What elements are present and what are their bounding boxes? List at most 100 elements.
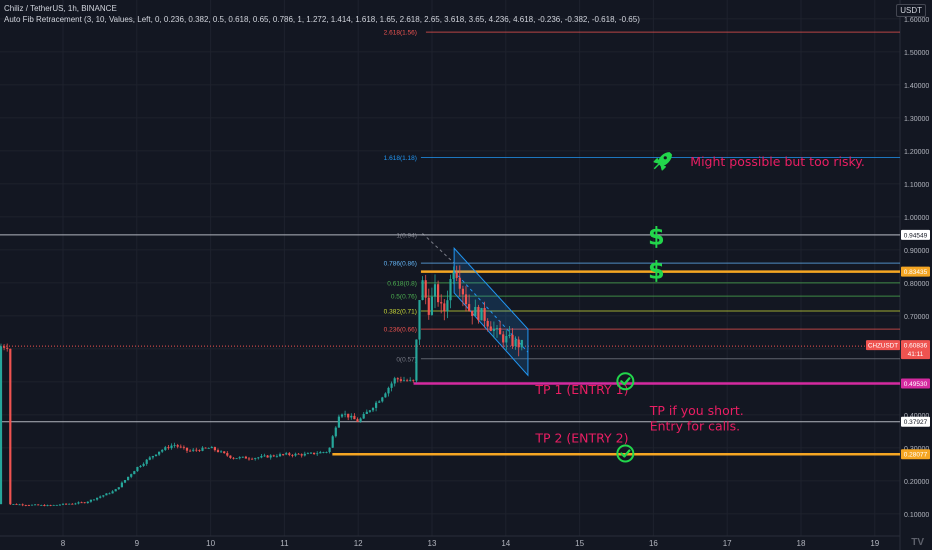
candle-body bbox=[6, 347, 9, 349]
candle-body bbox=[406, 380, 409, 382]
candle-body bbox=[133, 471, 136, 475]
candle-body bbox=[251, 458, 254, 460]
candle-body bbox=[368, 410, 371, 412]
candle-body bbox=[158, 451, 161, 455]
current-price-box bbox=[901, 340, 930, 360]
currency-label[interactable]: USDT bbox=[896, 4, 926, 17]
fib-level-label: 0.382(0.71) bbox=[384, 308, 417, 315]
candle-body bbox=[92, 499, 96, 501]
candle-body bbox=[58, 504, 61, 506]
candle-body bbox=[415, 339, 418, 381]
candle-body bbox=[288, 453, 291, 455]
candle-body bbox=[123, 480, 127, 483]
y-tick-label: 0.70000 bbox=[904, 314, 929, 321]
candle-body bbox=[89, 499, 92, 502]
candle-body bbox=[254, 458, 257, 460]
candle-body bbox=[154, 454, 158, 457]
candle-body bbox=[229, 455, 232, 458]
y-tick-label: 0.20000 bbox=[904, 479, 929, 486]
candle-body bbox=[167, 447, 170, 449]
candle-body bbox=[220, 451, 223, 453]
candle-body bbox=[3, 346, 6, 348]
candle-body bbox=[340, 414, 344, 417]
candle-body bbox=[238, 457, 241, 459]
candle-body bbox=[127, 476, 130, 481]
fib-level-label: 0(0.57) bbox=[396, 356, 417, 363]
candle-body bbox=[449, 279, 452, 301]
candle-body bbox=[207, 448, 210, 449]
candle-body bbox=[15, 504, 18, 505]
x-tick-label: 17 bbox=[723, 539, 732, 548]
candle-body bbox=[362, 413, 365, 419]
candle-body bbox=[322, 452, 325, 453]
y-tick-label: 1.20000 bbox=[904, 149, 929, 156]
rocket-icon bbox=[653, 152, 672, 171]
candle-body bbox=[117, 487, 120, 490]
symbol-title[interactable]: Chiliz / TetherUS, 1h, BINANCE bbox=[4, 4, 117, 13]
y-tick-label: 1.60000 bbox=[904, 17, 929, 24]
x-tick-label: 15 bbox=[575, 539, 584, 548]
candle-body bbox=[306, 453, 309, 455]
candle-body bbox=[232, 457, 235, 459]
price-label-text: 0.37927 bbox=[904, 419, 928, 426]
candle-body bbox=[223, 451, 226, 454]
candle-body bbox=[347, 413, 350, 418]
price-label-box bbox=[901, 378, 930, 389]
candle-body bbox=[108, 493, 111, 495]
candle-body bbox=[489, 326, 492, 331]
candle-body bbox=[381, 397, 384, 402]
candle-body bbox=[495, 328, 499, 329]
candle-body bbox=[393, 378, 396, 384]
x-tick-label: 8 bbox=[61, 539, 66, 548]
candle-body bbox=[505, 336, 508, 343]
candle-body bbox=[170, 445, 173, 449]
candle-body bbox=[461, 288, 464, 295]
price-label-box bbox=[901, 229, 930, 240]
candle-body bbox=[266, 455, 269, 458]
candle-body bbox=[297, 453, 300, 455]
price-label-box bbox=[901, 266, 930, 277]
indicator-label[interactable]: Auto Fib Retracement (3, 10, Values, Lef… bbox=[4, 15, 640, 24]
x-tick-label: 14 bbox=[501, 539, 510, 548]
candle-body bbox=[511, 334, 514, 346]
candle-body bbox=[30, 504, 34, 506]
candle-body bbox=[111, 491, 114, 494]
candle-body bbox=[244, 456, 247, 459]
candle-body bbox=[80, 502, 83, 504]
symbol-label-box bbox=[866, 340, 900, 351]
candle-body bbox=[433, 284, 437, 297]
candle-body bbox=[384, 393, 387, 398]
candle-body bbox=[241, 456, 244, 458]
candle-body bbox=[77, 502, 80, 504]
candle-body bbox=[396, 378, 399, 380]
candle-body bbox=[145, 459, 148, 464]
annotation-text: Might possible but too risky. bbox=[690, 154, 865, 169]
fib-level-label: 1(0.94) bbox=[396, 233, 417, 240]
candle-body bbox=[483, 307, 486, 321]
candle-body bbox=[161, 449, 164, 452]
candle-body bbox=[216, 450, 220, 452]
candle-body bbox=[399, 379, 402, 381]
candle-body bbox=[55, 504, 58, 506]
fib-level-label: 2.618(1.56) bbox=[384, 30, 417, 37]
candle-body bbox=[65, 503, 68, 505]
candle-body bbox=[477, 306, 480, 321]
candle-body bbox=[300, 454, 303, 456]
candle-body bbox=[356, 419, 359, 422]
candle-body bbox=[164, 447, 167, 450]
candle-body bbox=[269, 455, 272, 458]
candle-body bbox=[68, 503, 71, 505]
candle-body bbox=[27, 505, 30, 507]
fib-level-label: 0.618(0.8) bbox=[387, 280, 417, 287]
check-circle bbox=[616, 372, 635, 391]
candle-body bbox=[430, 296, 433, 315]
candle-body bbox=[148, 457, 151, 460]
candle-body bbox=[260, 456, 263, 458]
y-tick-label: 1.10000 bbox=[904, 182, 929, 189]
x-tick-label: 13 bbox=[428, 539, 437, 548]
fib-trend-line bbox=[422, 233, 455, 264]
candle-body bbox=[151, 456, 154, 458]
candle-body bbox=[18, 504, 21, 506]
candle-body bbox=[313, 452, 316, 455]
